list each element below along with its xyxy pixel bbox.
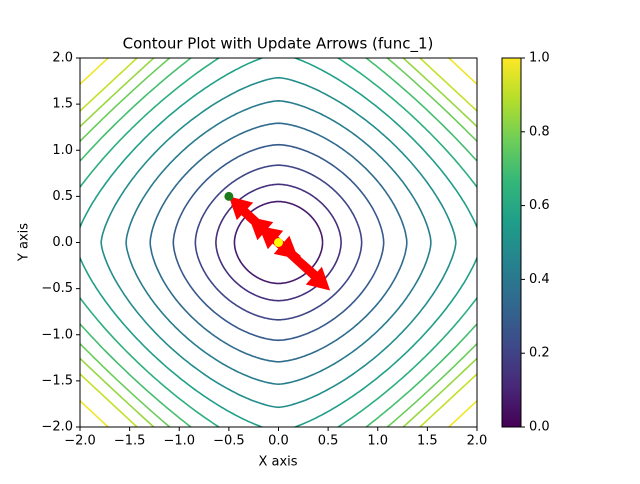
contour-line [172, 143, 385, 342]
point [274, 238, 283, 247]
y-tick-label: −0.5 [41, 281, 73, 296]
y-tick-label: 1.0 [52, 143, 73, 158]
x-tick-label: −2.0 [64, 434, 96, 449]
y-tick-label: 1.5 [52, 97, 73, 112]
contour-line [80, 58, 477, 427]
x-tick-label: 1.5 [417, 434, 438, 449]
x-tick-label: 2.0 [467, 434, 488, 449]
colorbar [502, 58, 521, 427]
y-tick-label: 2.0 [52, 51, 73, 66]
contour-line [194, 164, 363, 321]
colorbar-tick-label: 0.8 [529, 124, 550, 139]
x-tick-label: −1.5 [114, 434, 146, 449]
contour-line [149, 122, 408, 363]
y-tick-label: −1.0 [41, 327, 73, 342]
point [224, 191, 234, 201]
x-tick-label: 0.0 [268, 434, 289, 449]
x-tick-label: −0.5 [213, 434, 245, 449]
x-tick-label: −1.0 [163, 434, 195, 449]
colorbar-tick-label: 0.4 [529, 272, 550, 287]
colorbar-tick-label: 0.2 [529, 346, 550, 361]
colorbar-tick-label: 0.0 [529, 420, 550, 435]
contour-line [125, 99, 432, 386]
contour-line [80, 58, 477, 427]
colorbar-tick-label: 1.0 [529, 51, 550, 66]
x-tick-label: 1.0 [367, 434, 388, 449]
chart-title: Contour Plot with Update Arrows (func_1) [123, 35, 434, 54]
colorbar-frame [501, 57, 522, 428]
y-tick-label: −2.0 [41, 420, 73, 435]
x-tick-label: 0.5 [318, 434, 339, 449]
y-tick-label: 0.5 [52, 189, 73, 204]
colorbar-tick-label: 0.6 [529, 198, 550, 213]
contour-line [80, 58, 477, 427]
y-axis-label: Y axis [17, 223, 32, 262]
contour-line [100, 76, 457, 409]
x-axis-label: X axis [258, 455, 297, 470]
y-tick-label: −1.5 [41, 373, 73, 388]
contour-line [80, 58, 477, 427]
y-tick-label: 0.0 [52, 235, 73, 250]
contour-line [215, 183, 342, 302]
contour-line [233, 200, 324, 285]
